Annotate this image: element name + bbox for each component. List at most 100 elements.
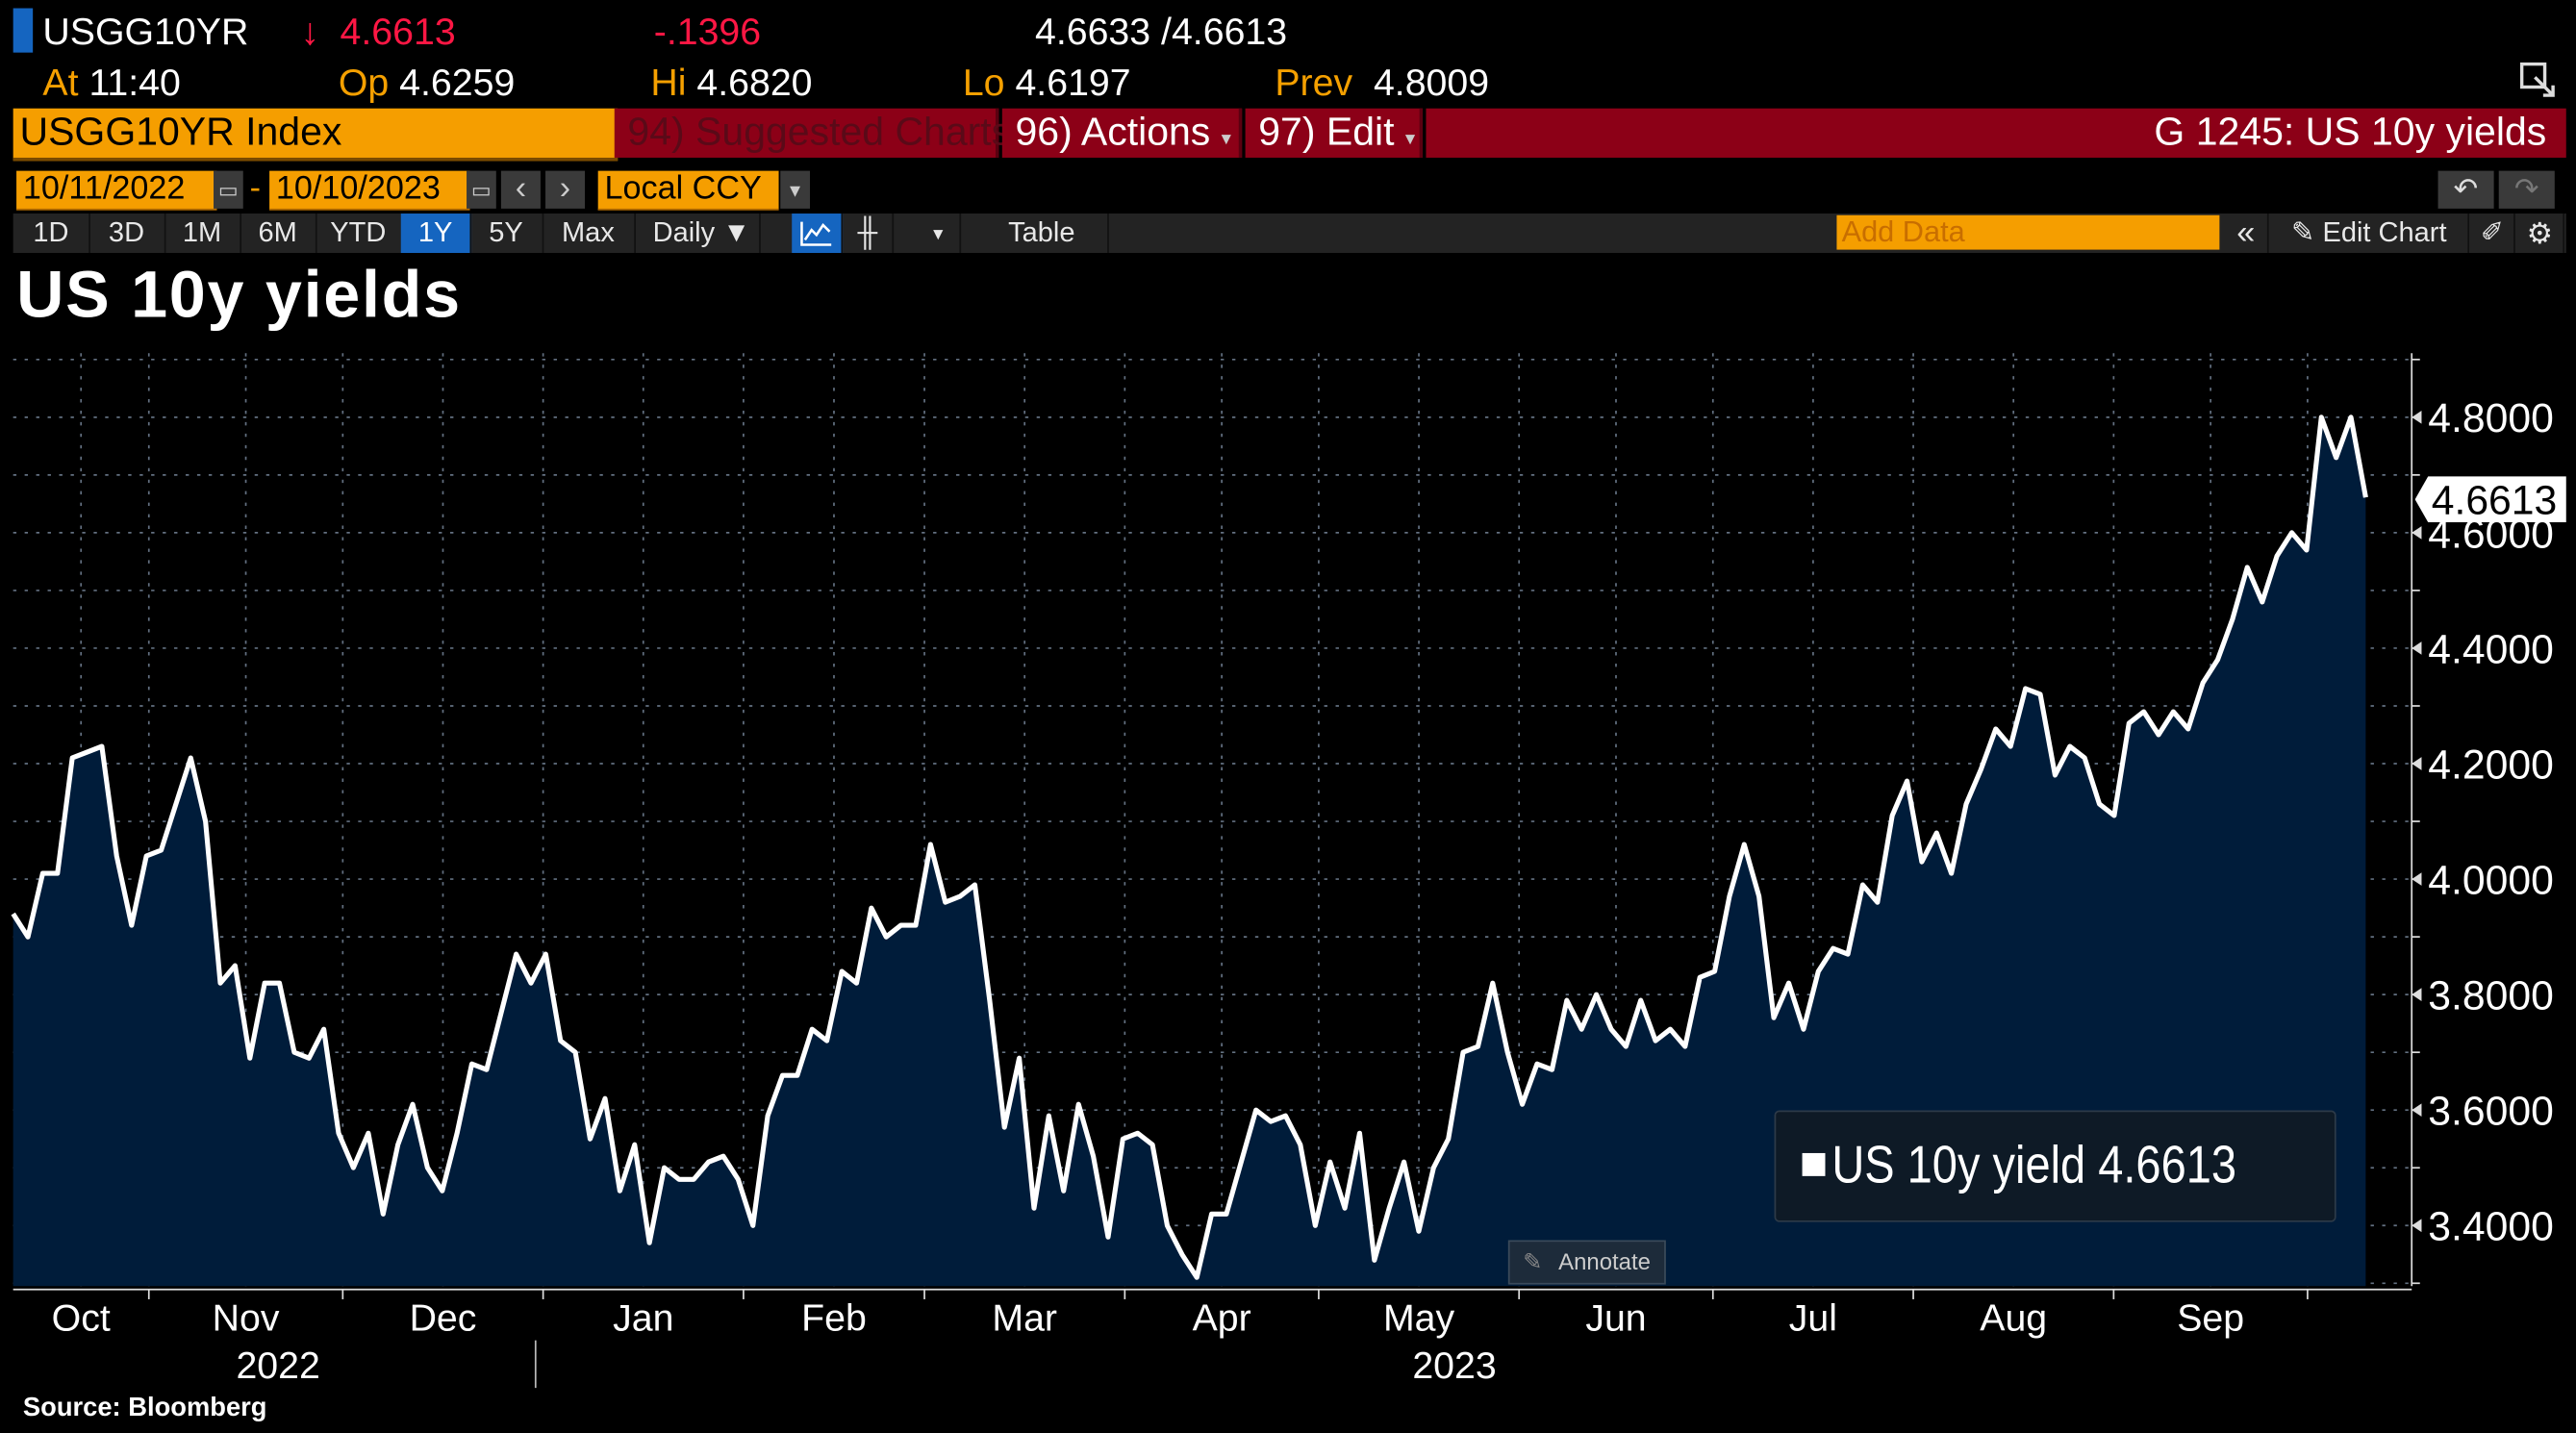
chart-title: US 10y yields — [16, 259, 462, 332]
edit-label: 97) Edit — [1258, 110, 1395, 155]
y-tick-label: 3.6000 — [2428, 1089, 2554, 1135]
high-value: 4.6820 — [696, 61, 813, 104]
y-tick-label: 3.8000 — [2428, 973, 2554, 1019]
x-tick-label: Aug — [1980, 1296, 2047, 1339]
previous-period-button[interactable]: ‹ — [500, 170, 541, 209]
redo-icon[interactable]: ↷ — [2498, 170, 2555, 209]
x-tick-label: Nov — [213, 1296, 280, 1339]
area-fill — [13, 416, 2366, 1287]
edit-menu[interactable]: 97) Edit ▾ — [1245, 108, 1424, 158]
x-year-label: 2023 — [1412, 1345, 1496, 1387]
period-button-1d[interactable]: 1D — [13, 214, 90, 254]
period-button-max[interactable]: Max — [543, 214, 636, 254]
y-tick-label: 4.2000 — [2428, 742, 2554, 788]
pencil-icon: ✎ — [1523, 1248, 1543, 1275]
net-change: -.1396 — [653, 10, 762, 53]
gridlines — [13, 353, 2412, 1287]
security-input[interactable]: USGG10YR Index — [13, 108, 619, 162]
date-dash: - — [249, 170, 261, 208]
x-tick-label: Dec — [410, 1296, 477, 1339]
end-date-input[interactable]: 10/10/2023 — [269, 170, 470, 211]
legend[interactable]: US 10y yield 4.6613 — [1774, 1110, 2336, 1222]
calendar-icon[interactable]: ▭ — [467, 170, 496, 209]
down-arrow-icon: ↓ — [300, 10, 320, 53]
low-label: Lo — [962, 61, 1005, 104]
pencil-icon: ✎ — [2291, 216, 2315, 248]
x-tick-label: May — [1383, 1296, 1455, 1339]
low-field: Lo 4.6197 — [963, 61, 1131, 103]
legend-swatch — [1802, 1152, 1826, 1176]
period-button-6m[interactable]: 6M — [240, 214, 317, 254]
open-label: Op — [338, 61, 390, 104]
table-button[interactable]: Table — [975, 214, 1109, 254]
next-period-button[interactable]: › — [545, 170, 586, 209]
y-tick-mark — [2412, 526, 2422, 540]
collapse-icon[interactable]: « — [2225, 214, 2269, 254]
add-data-input[interactable]: Add Data — [1836, 214, 2220, 250]
x-tick-label: Oct — [52, 1296, 111, 1339]
settings-gear-icon[interactable]: ⚙ — [2517, 214, 2565, 254]
period-button-1m[interactable]: 1M — [164, 214, 242, 254]
high-label: Hi — [650, 61, 687, 104]
y-tick-label: 3.4000 — [2428, 1204, 2554, 1250]
chevron-down-icon: ▾ — [1404, 126, 1416, 150]
annotation-tool-icon[interactable]: ✐ — [2471, 214, 2515, 254]
x-tick-label: Apr — [1193, 1296, 1251, 1339]
chart-id-title: G 1245: US 10y yields — [1426, 108, 2566, 158]
low-value: 4.6197 — [1015, 61, 1131, 104]
currency-dropdown-icon[interactable]: ▾ — [780, 170, 810, 209]
actions-menu[interactable]: 96) Actions ▾ — [1001, 108, 1243, 158]
chart-type-dropdown-icon[interactable]: ▾ — [917, 214, 962, 254]
open-field: Op 4.6259 — [339, 61, 515, 103]
x-tick-label: Jun — [1585, 1296, 1646, 1339]
period-button-1y[interactable]: 1Y — [400, 214, 472, 254]
y-tick-label: 4.8000 — [2428, 395, 2554, 441]
period-button-5y[interactable]: 5Y — [469, 214, 544, 254]
prev-value: 4.8009 — [1373, 61, 1490, 104]
annotate-label: Annotate — [1558, 1248, 1651, 1275]
last-price: 4.6613 — [340, 10, 456, 53]
period-button-3d[interactable]: 3D — [88, 214, 166, 254]
y-tick-mark — [2412, 411, 2422, 424]
open-value: 4.6259 — [399, 61, 516, 104]
suggested-charts-button[interactable]: 94) Suggested Charts — [614, 108, 1011, 158]
edit-chart-button[interactable]: ✎ Edit Chart — [2270, 214, 2469, 254]
y-tick-mark — [2412, 757, 2422, 770]
line-chart-icon[interactable] — [792, 214, 844, 254]
at-value: 11:40 — [88, 61, 181, 104]
y-tick-label: 4.0000 — [2428, 857, 2554, 903]
source-note: Source: Bloomberg — [22, 1395, 267, 1423]
last-value-text: 4.6613 — [2431, 478, 2558, 524]
y-tick-label: 4.4000 — [2428, 626, 2554, 672]
y-tick-mark — [2412, 1219, 2422, 1233]
bid-ask: 4.6633 /4.6613 — [1034, 10, 1288, 53]
currency-select[interactable]: Local CCY — [597, 170, 779, 211]
x-tick-label: Sep — [2177, 1296, 2244, 1339]
high-field: Hi 4.6820 — [650, 61, 812, 103]
actions-label: 96) Actions — [1015, 110, 1211, 155]
y-tick-mark — [2412, 1103, 2422, 1118]
undo-icon[interactable]: ↶ — [2437, 170, 2494, 209]
y-tick-mark — [2412, 872, 2422, 886]
series-line-us-10y-yield — [11, 415, 2368, 1280]
x-year-label: 2022 — [236, 1345, 319, 1387]
bar-chart-icon[interactable]: ╫ — [843, 214, 895, 254]
frequency-select[interactable]: Daily ▼ — [644, 214, 761, 254]
annotate-button[interactable]: ✎ Annotate — [1507, 1240, 1666, 1285]
ticker-label: USGG10YR — [42, 10, 249, 53]
calendar-icon[interactable]: ▭ — [214, 170, 243, 209]
start-date-input[interactable]: 10/11/2022 — [16, 170, 217, 211]
pop-out-icon[interactable] — [2519, 62, 2555, 97]
prev-field: Prev 4.8009 — [1275, 61, 1489, 103]
x-axis: Oct Nov Dec Jan Feb Mar Apr May Jun Jul Aug Sep 2022… — [13, 1288, 2412, 1389]
prev-label: Prev — [1275, 61, 1353, 104]
x-tick-label: Mar — [992, 1296, 1057, 1339]
x-tick-label: Jul — [1789, 1296, 1837, 1339]
chart-toolbar: 1D 3D 1M 6M YTD 1Y 5Y Max Daily ▼ ╫ ▾ Table Add… — [13, 214, 2566, 254]
x-tick-label: Feb — [801, 1296, 867, 1339]
y-tick-mark — [2412, 988, 2422, 1001]
legend-label: US 10y yield 4.6613 — [1831, 1135, 2236, 1194]
at-label: At — [42, 61, 79, 104]
